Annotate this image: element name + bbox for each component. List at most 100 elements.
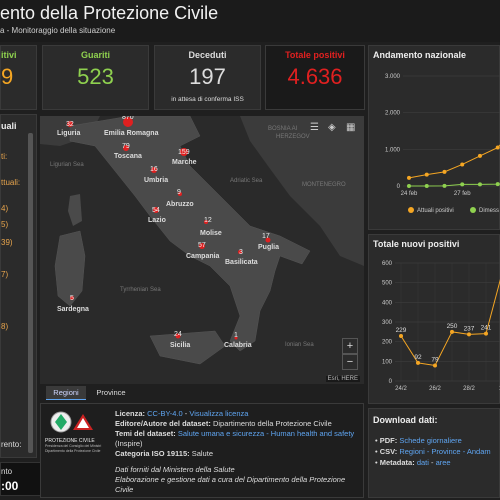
- svg-text:54: 54: [152, 207, 160, 214]
- region-marker-toscana[interactable]: 79 Toscana: [114, 143, 142, 160]
- svg-text:3: 3: [239, 249, 243, 256]
- list-icon[interactable]: ☰: [310, 122, 319, 133]
- map-view[interactable]: Ligurian Sea Adriatic Sea Tyrrhenian Sea…: [40, 116, 364, 384]
- y-tick-label: 2.000: [385, 111, 401, 117]
- left-panel-scrollbar[interactable]: [28, 133, 33, 453]
- svg-text:159: 159: [178, 149, 190, 156]
- data-label: 79: [431, 356, 439, 363]
- download-pdf: • PDF: Schede giornaliere: [375, 436, 462, 445]
- metadata-dati-link[interactable]: dati: [416, 458, 429, 467]
- list-item: 39): [1, 238, 13, 247]
- region-marker-emilia-romagna[interactable]: 870 Emilia Romagna: [104, 116, 159, 137]
- y-tick-label: 600: [382, 261, 393, 267]
- region-marker-calabria[interactable]: 1 Calabria: [224, 332, 252, 349]
- list-item: 5): [1, 220, 9, 229]
- region-marker-campania[interactable]: 57 Campania: [186, 242, 220, 260]
- metadata-aree-link[interactable]: aree: [435, 458, 451, 467]
- list-item: rento:: [1, 440, 22, 449]
- kpi-positivi-label: itivi: [1, 50, 17, 60]
- region-marker-sardegna[interactable]: 5 Sardegna: [57, 295, 89, 313]
- region-marker-sicilia[interactable]: 24 Sicilia: [170, 331, 190, 349]
- license-link[interactable]: CC-BY-4.0: [147, 409, 183, 418]
- download-csv: • CSV: Regioni - Province - Andam: [375, 447, 491, 456]
- svg-text:32: 32: [66, 121, 74, 128]
- chart-title: Totale nuovi positivi: [373, 239, 460, 249]
- region-marker-abruzzo[interactable]: 9 Abruzzo: [166, 189, 194, 208]
- svg-text:Abruzzo: Abruzzo: [166, 201, 194, 208]
- sea-label: Tyrrhenian Sea: [120, 287, 161, 293]
- svg-text:Emilia Romagna: Emilia Romagna: [104, 130, 159, 137]
- svg-text:Campania: Campania: [186, 253, 220, 260]
- data-point: [460, 162, 465, 167]
- chart-title: Andamento nazionale: [373, 50, 467, 60]
- tab-province[interactable]: Province: [96, 388, 126, 397]
- y-tick-label: 1.000: [385, 147, 401, 153]
- svg-text:17: 17: [262, 233, 270, 240]
- info-panel: PROTEZIONE CIVILE Presidenza del Consigl…: [40, 403, 364, 498]
- svg-text:Liguria: Liguria: [57, 130, 80, 137]
- x-tick-label: 27 feb: [454, 191, 471, 197]
- data-point: [460, 182, 465, 187]
- list-item: 7): [1, 270, 9, 279]
- logo-text: Presidenza del Consiglio dei Ministri: [45, 444, 102, 448]
- basemap-icon[interactable]: ▦: [346, 122, 356, 133]
- series-line: [409, 183, 500, 187]
- chart-nuovi-panel: Totale nuovi positivi 0 100 200 300 400 500 60…: [368, 234, 500, 404]
- y-tick-label: 3.000: [385, 74, 401, 80]
- region-marker-marche[interactable]: 159 Marche: [172, 148, 197, 166]
- kpi-totale-card: Totale positivi 4.636: [265, 45, 365, 110]
- legend-marker: [470, 207, 476, 213]
- kpi-guariti-value: 523: [77, 64, 114, 89]
- info-note: Dati forniti dal Ministero della Salute: [115, 465, 235, 474]
- y-tick-label: 100: [382, 359, 393, 365]
- kpi-deceduti-value: 197: [189, 64, 226, 89]
- kpi-positivi-value: 9: [1, 64, 14, 89]
- italy-map[interactable]: Ligurian Sea Adriatic Sea Tyrrhenian Sea…: [40, 116, 364, 384]
- kpi-totale-value: 4.636: [287, 64, 343, 89]
- region-marker-umbria[interactable]: 16 Umbria: [144, 166, 168, 184]
- region-marker-basilicata[interactable]: 3 Basilicata: [225, 249, 258, 266]
- map-region-header: HERZEGOV: [276, 134, 310, 140]
- x-tick-label: 28/2: [463, 386, 475, 392]
- download-title: Download dati:: [373, 415, 438, 425]
- data-point: [433, 363, 437, 368]
- svg-text:16: 16: [150, 166, 158, 173]
- svg-text:79: 79: [122, 143, 130, 150]
- legend-label: Attuali positivi: [417, 208, 454, 214]
- csv-link[interactable]: Regioni - Province - Andam: [399, 447, 491, 456]
- region-marker-liguria[interactable]: 32 Liguria: [57, 121, 80, 137]
- layers-icon[interactable]: ◈: [328, 122, 336, 133]
- tab-regioni[interactable]: Regioni: [46, 386, 86, 400]
- data-label: 241: [481, 325, 492, 332]
- region-marker-puglia[interactable]: 17 Puglia: [258, 233, 279, 251]
- x-tick-label: 26/2: [429, 386, 441, 392]
- data-point: [442, 169, 447, 174]
- logo-text: PROTEZIONE CIVILE: [45, 438, 95, 444]
- y-tick-label: 200: [382, 340, 393, 346]
- svg-text:Marche: Marche: [172, 159, 197, 166]
- data-label: 237: [464, 325, 475, 332]
- last-update-box: nto :00: [0, 462, 42, 496]
- svg-text:Basilicata: Basilicata: [225, 259, 258, 266]
- data-point: [467, 332, 471, 337]
- view-license-link[interactable]: Visualizza licenza: [189, 409, 249, 418]
- pdf-link[interactable]: Schede giornaliere: [399, 436, 462, 445]
- data-point: [424, 183, 429, 188]
- data-point: [416, 360, 420, 365]
- zoom-in-button[interactable]: +: [342, 338, 358, 354]
- zoom-out-button[interactable]: −: [342, 354, 358, 370]
- data-point: [477, 153, 482, 158]
- region-marker-lazio[interactable]: 54 Lazio: [148, 207, 166, 224]
- themes-link[interactable]: Salute umana e sicurezza - Human health …: [177, 429, 355, 438]
- chart-andamento: 0 1.000 2.000 3.000 24 feb 27 feb Attuali posi…: [385, 74, 500, 214]
- svg-text:Puglia: Puglia: [258, 244, 279, 251]
- data-label: 250: [447, 323, 458, 330]
- sea-label: Adriatic Sea: [230, 178, 263, 184]
- download-metadata: • Metadata: dati - aree: [375, 458, 451, 467]
- data-point: [477, 182, 482, 187]
- region-markers[interactable]: 32 Liguria 870 Emilia Romagna 79 Toscana…: [57, 116, 279, 349]
- svg-text:12: 12: [204, 217, 212, 224]
- map-region-header: BOSNIA AI: [268, 126, 298, 132]
- region-marker-molise[interactable]: 12 Molise: [200, 217, 222, 237]
- data-point: [450, 329, 454, 334]
